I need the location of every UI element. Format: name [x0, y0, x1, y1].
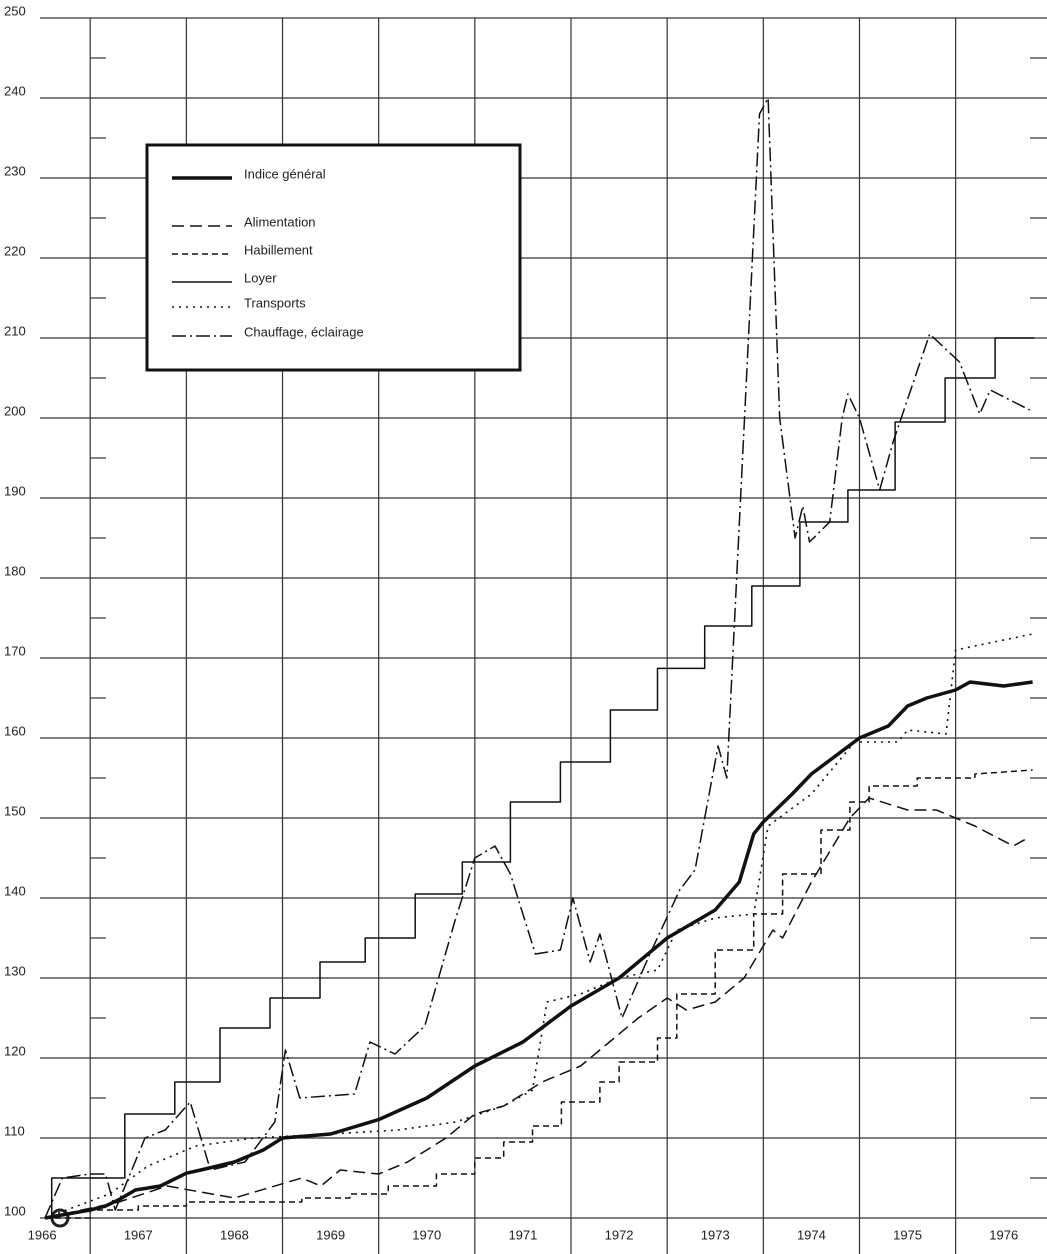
series-line [44, 97, 1031, 1219]
y-tick-label: 100 [4, 1203, 26, 1218]
y-tick-label: 160 [4, 723, 26, 738]
legend: Indice général Alimentation Habillement Loy… [145, 143, 522, 372]
x-tick-label: 1967 [124, 1227, 153, 1242]
y-tick-label: 190 [4, 483, 26, 498]
legend-label: Alimentation [244, 214, 316, 229]
x-tick-label: 1970 [412, 1227, 441, 1242]
x-tick-label: 1971 [508, 1227, 537, 1242]
y-tick-label: 170 [4, 643, 26, 658]
series-line [44, 633, 1033, 1219]
legend-label: Chauffage, éclairage [244, 324, 364, 339]
x-tick-label: 1966 [28, 1227, 57, 1242]
y-tick-label: 130 [4, 963, 26, 978]
x-tick-label: 1975 [893, 1227, 922, 1242]
x-tick-label: 1968 [220, 1227, 249, 1242]
series-line [44, 797, 1029, 1219]
legend-label: Habillement [244, 242, 313, 257]
x-tick-label: 1969 [316, 1227, 345, 1242]
legend-label: Loyer [244, 270, 277, 285]
y-tick-label: 230 [4, 163, 26, 178]
y-tick-label: 250 [4, 3, 26, 18]
y-tick-label: 180 [4, 563, 26, 578]
series-line [45, 769, 1033, 1219]
y-tick-label: 240 [4, 83, 26, 98]
legend-label: Indice général [244, 166, 326, 181]
x-tick-label: 1973 [701, 1227, 730, 1242]
x-tick-label: 1972 [605, 1227, 634, 1242]
x-tick-label: 1976 [989, 1227, 1018, 1242]
y-tick-label: 210 [4, 323, 26, 338]
y-tick-label: 220 [4, 243, 26, 258]
series-line [45, 337, 1035, 1219]
x-tick-label: 1974 [797, 1227, 826, 1242]
y-tick-label: 120 [4, 1043, 26, 1058]
series-line [44, 680, 1033, 1220]
y-tick-label: 140 [4, 883, 26, 898]
legend-box [145, 143, 522, 372]
y-tick-label: 150 [4, 803, 26, 818]
y-tick-label: 110 [4, 1123, 25, 1138]
legend-label: Transports [244, 295, 306, 310]
y-tick-label: 200 [4, 403, 26, 418]
